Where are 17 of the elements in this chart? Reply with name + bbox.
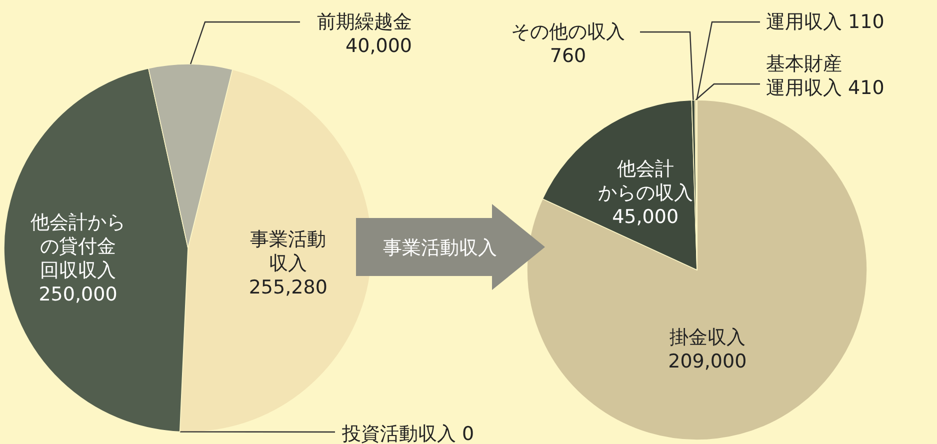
slice-label: 運用収入 110: [766, 11, 884, 33]
data-label: 40,000: [346, 35, 412, 57]
data-label: 760: [550, 45, 586, 67]
data-label: 45,000: [612, 206, 679, 228]
data-label: 255,280: [248, 276, 328, 299]
slice-label: 前期繰越金: [317, 11, 412, 33]
category-label: 投資活動収入 0: [342, 423, 474, 444]
slice-label: 他会計からの収入: [598, 158, 693, 204]
data-label: 209,000: [668, 350, 747, 373]
slice-label: 掛金収入: [669, 326, 746, 349]
pie-slice: [526, 100, 868, 440]
slice-label: 事業活動収入: [250, 228, 326, 275]
text: 事業活動収入: [383, 237, 497, 259]
slice-label: 他会計からの貸付金回収収入: [30, 211, 126, 282]
slice-label: 基本財産運用収入 410: [766, 53, 884, 99]
slice-label: その他の収入: [511, 21, 625, 43]
data-label: 250,000: [38, 283, 118, 306]
